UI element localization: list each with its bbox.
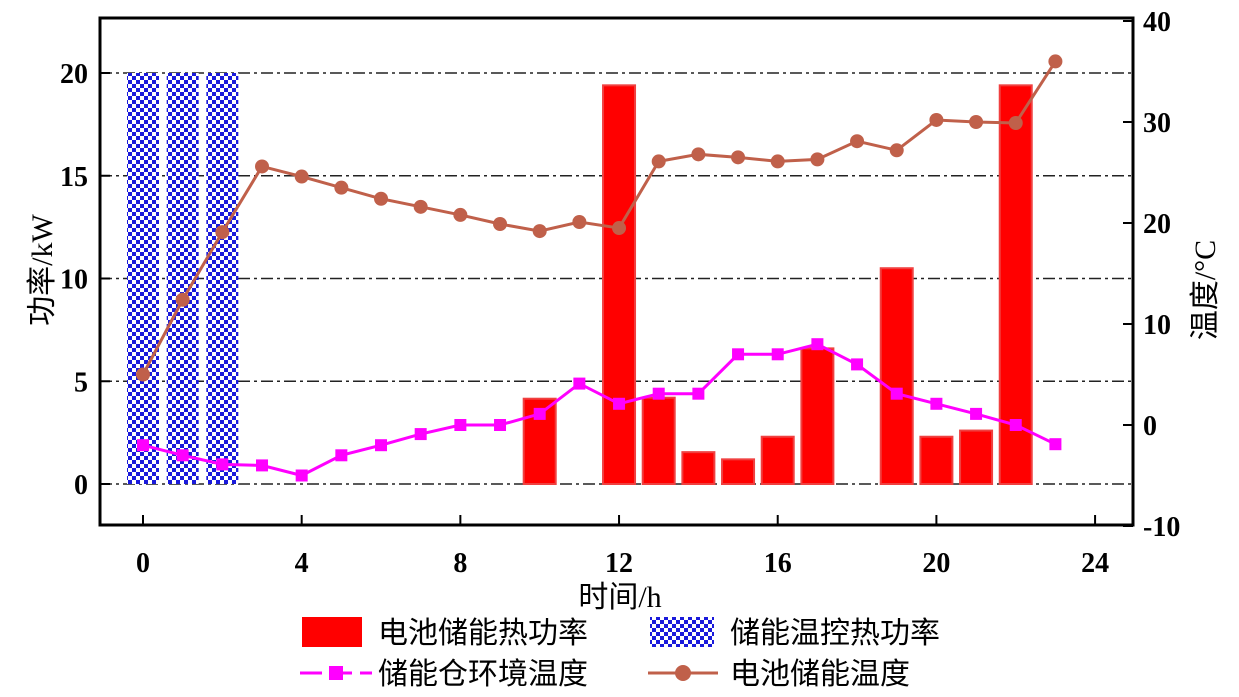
point-battery-temp xyxy=(532,224,547,239)
point-battery-temp xyxy=(731,150,746,165)
point-battery-temp xyxy=(1008,116,1023,131)
point-cabin-temp xyxy=(970,407,983,420)
line-cabin-temp xyxy=(142,342,1057,478)
x-tick-label: 4 xyxy=(295,548,309,579)
x-tick-label: 8 xyxy=(453,548,467,579)
point-battery-temp xyxy=(255,159,270,174)
legend: 电池储能热功率 储能温控热功率 储能仓环境温度 电池储能温度 xyxy=(300,617,940,691)
y2-axis-label: 温度/°C xyxy=(1189,240,1222,340)
line-battery-temp xyxy=(141,60,1057,376)
legend-marker-battery xyxy=(675,665,691,681)
x-tick-label: 24 xyxy=(1081,548,1109,579)
point-battery-temp xyxy=(215,225,230,240)
legend-label: 储能温控热功率 xyxy=(730,617,940,650)
x-axis-label: 时间/h xyxy=(578,581,661,614)
point-cabin-temp xyxy=(771,348,784,361)
y-tick-label: 20 xyxy=(60,59,88,90)
point-battery-temp xyxy=(413,199,428,214)
y-tick-label: 0 xyxy=(74,470,88,501)
legend-label: 电池储能温度 xyxy=(730,658,910,691)
legend-label: 电池储能热功率 xyxy=(378,617,588,650)
y2-tick-label: 40 xyxy=(1143,7,1171,38)
point-cabin-temp xyxy=(335,449,348,462)
y2-tick-label: 10 xyxy=(1143,310,1171,341)
point-cabin-temp xyxy=(652,387,665,400)
legend-swatch-thermal-control xyxy=(650,617,714,647)
bar-thermal-control xyxy=(206,73,239,484)
x-tick-label: 0 xyxy=(136,548,150,579)
point-battery-temp xyxy=(850,134,865,149)
point-cabin-temp xyxy=(533,407,546,420)
point-cabin-temp xyxy=(454,419,467,431)
point-cabin-temp xyxy=(692,387,705,400)
point-battery-temp xyxy=(612,221,627,236)
point-cabin-temp xyxy=(1049,438,1062,451)
bar-battery-heat xyxy=(760,435,795,485)
point-battery-temp xyxy=(929,112,944,127)
point-battery-temp xyxy=(770,154,785,169)
point-battery-temp xyxy=(969,115,984,129)
y2-tick-label: 0 xyxy=(1143,411,1157,442)
x-tick-label: 16 xyxy=(764,548,792,579)
point-battery-temp xyxy=(1048,54,1063,69)
bar-battery-heat xyxy=(919,435,954,485)
bar-thermal-control xyxy=(166,73,199,484)
point-battery-temp xyxy=(651,154,666,169)
bar-battery-heat xyxy=(681,451,716,485)
y-tick-label: 15 xyxy=(60,162,88,193)
point-battery-temp xyxy=(175,292,190,307)
legend-swatch-battery-heat xyxy=(302,617,362,647)
point-cabin-temp xyxy=(414,428,427,441)
legend-marker-cabin xyxy=(329,666,343,680)
point-battery-temp xyxy=(889,143,904,158)
bar-battery-heat xyxy=(641,396,676,485)
point-battery-temp xyxy=(334,180,349,195)
point-cabin-temp xyxy=(851,358,864,371)
bar-battery-heat xyxy=(959,429,994,486)
y2-tick-label: 20 xyxy=(1143,209,1171,240)
bar-battery-heat xyxy=(879,267,914,485)
point-cabin-temp xyxy=(613,397,626,410)
bar-thermal-control xyxy=(127,73,159,484)
point-battery-temp xyxy=(493,217,508,232)
point-battery-temp xyxy=(136,367,150,382)
y-tick-label: 5 xyxy=(74,367,88,398)
point-battery-temp xyxy=(294,169,309,184)
bar-battery-heat xyxy=(602,84,637,486)
bar-battery-heat xyxy=(998,84,1033,486)
point-battery-temp xyxy=(572,214,587,229)
point-cabin-temp xyxy=(295,469,308,482)
point-cabin-temp xyxy=(494,419,507,431)
y2-tick-label: -10 xyxy=(1143,512,1180,543)
point-cabin-temp xyxy=(256,459,269,472)
point-cabin-temp xyxy=(811,338,824,351)
point-cabin-temp xyxy=(375,439,388,452)
point-cabin-temp xyxy=(573,377,586,390)
point-cabin-temp xyxy=(216,458,229,471)
legend-label: 储能仓环境温度 xyxy=(378,658,588,691)
point-cabin-temp xyxy=(930,397,943,410)
point-cabin-temp xyxy=(732,348,745,361)
point-battery-temp xyxy=(453,207,468,222)
point-battery-temp xyxy=(374,191,389,206)
bar-battery-heat xyxy=(721,458,756,485)
point-cabin-temp xyxy=(1009,419,1022,431)
y2-tick-label: 30 xyxy=(1143,108,1171,139)
point-cabin-temp xyxy=(890,387,903,400)
y-axis-label: 功率/kW xyxy=(26,213,59,325)
x-tick-label: 12 xyxy=(605,548,633,579)
point-battery-temp xyxy=(810,152,825,167)
bar-battery-heat xyxy=(800,347,835,485)
point-cabin-temp xyxy=(137,439,149,452)
y-tick-label: 10 xyxy=(60,265,88,296)
plot-frame xyxy=(98,16,1135,527)
point-battery-temp xyxy=(691,147,706,162)
x-tick-label: 20 xyxy=(922,548,950,579)
point-cabin-temp xyxy=(176,449,189,462)
